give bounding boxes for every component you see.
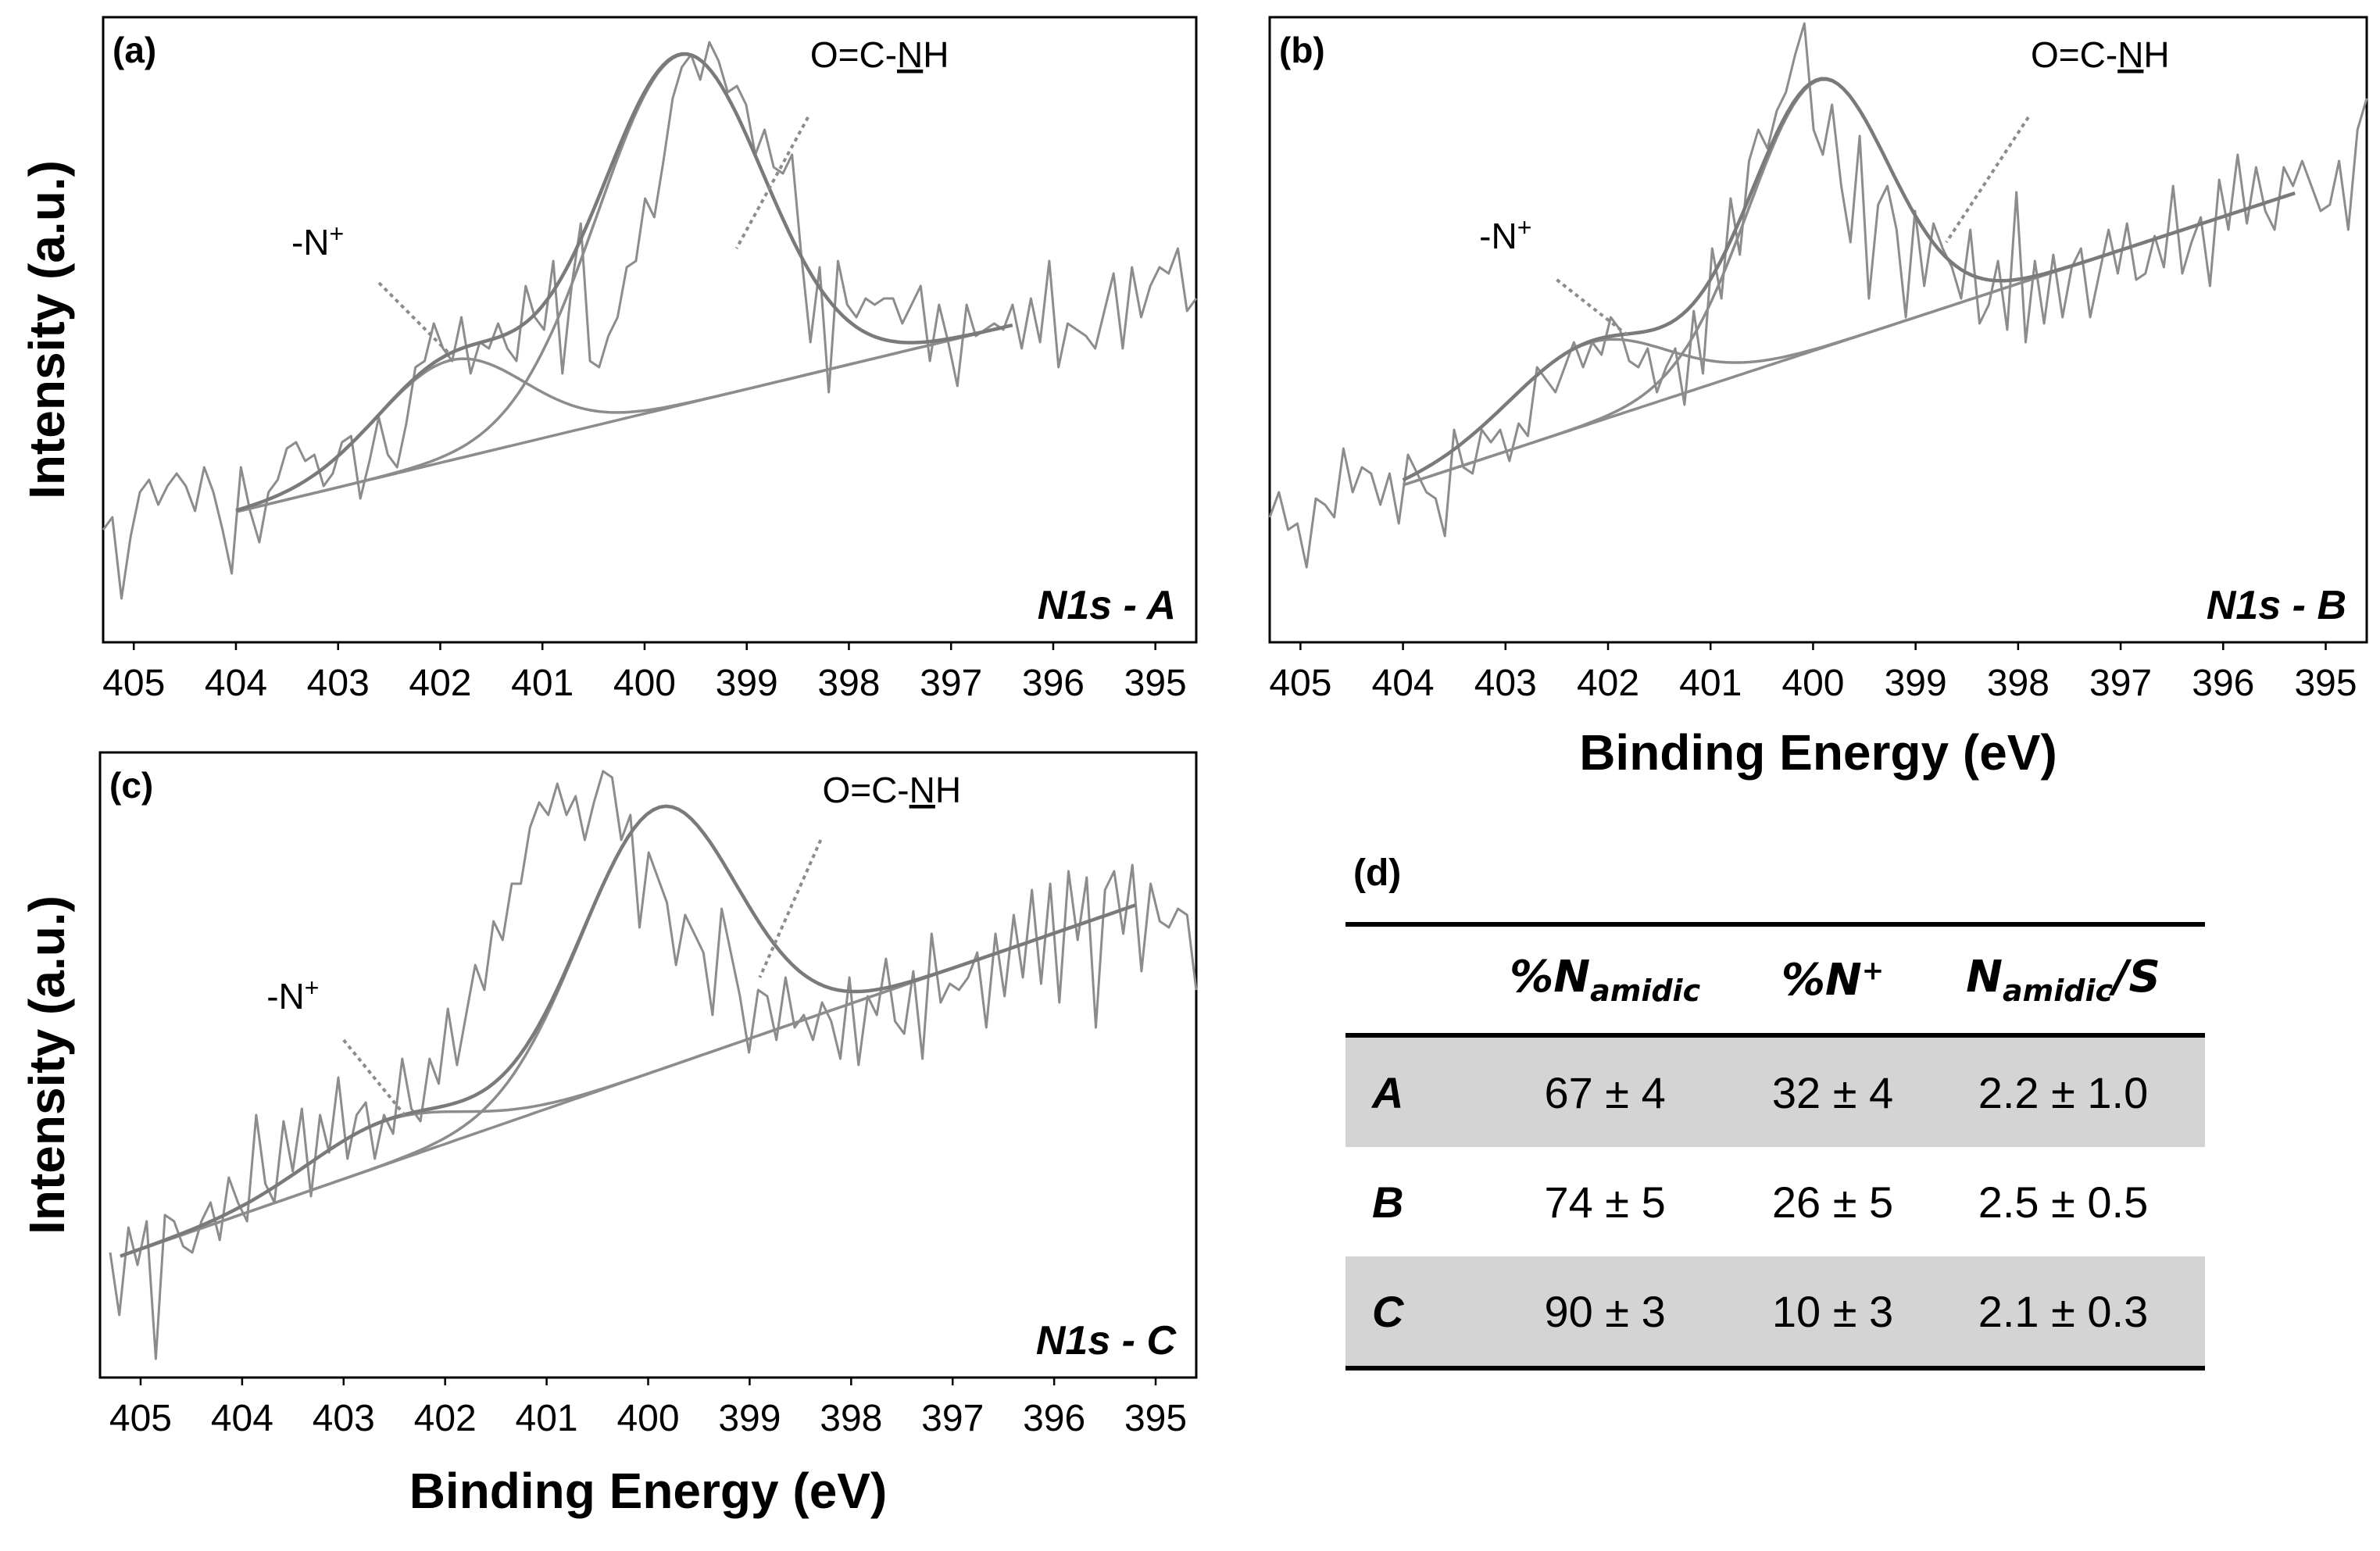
panel-letter: (a) xyxy=(113,30,156,70)
cell-n-amidic-over-s: 2.1 ± 0.3 xyxy=(1921,1256,2205,1371)
table-row-b: B 74 ± 5 26 ± 5 2.5 ± 0.5 xyxy=(1345,1147,2205,1256)
column-header-subscript: amidic xyxy=(1590,974,1701,1009)
x-tick-label: 396 xyxy=(2192,663,2254,704)
x-tick-label: 395 xyxy=(1124,1398,1187,1439)
x-tick-label: 400 xyxy=(1781,663,1844,704)
annotation-leader-line xyxy=(758,839,823,978)
table-header-blank xyxy=(1345,922,1466,1038)
x-axis-title: Binding Energy (eV) xyxy=(409,1463,888,1519)
panel-letter: (c) xyxy=(109,765,153,806)
cell-percent-n-amidic: 74 ± 5 xyxy=(1544,1177,1666,1227)
x-tick-label: 401 xyxy=(516,1398,578,1439)
x-axis-title: Binding Energy (eV) xyxy=(1579,724,2057,781)
column-header-superscript: + xyxy=(1861,954,1885,986)
annotation-leader-line xyxy=(377,281,452,356)
plot-frame xyxy=(98,751,1198,1379)
peak-annotation-label: -N+ xyxy=(1479,213,1531,256)
x-tick-label: 398 xyxy=(817,663,880,704)
plot-frame xyxy=(102,16,1198,644)
y-axis-title: Intensity (a.u.) xyxy=(19,895,75,1235)
cell-percent-n-amidic: 67 ± 4 xyxy=(1466,1035,1745,1147)
x-tick-label: 395 xyxy=(2294,663,2357,704)
x-tick-label: 397 xyxy=(921,1398,984,1439)
column-header-main: N xyxy=(1966,951,2003,1002)
results-table-panel: (d) %Namidic %N+ Namidic/S A 67 ± 4 32 ±… xyxy=(1345,852,2205,1371)
annotation-leader-line xyxy=(342,1038,406,1117)
column-header-main: %N xyxy=(1781,954,1862,1006)
cell-percent-n-plus: 32 ± 4 xyxy=(1744,1035,1921,1147)
panel-a: 405 404 403 402 401 400 399 398 397 396 395 (a) N1s … xyxy=(19,16,1198,704)
x-tick-label: 399 xyxy=(1885,663,1947,704)
x-tick-label: 404 xyxy=(1372,663,1435,704)
peak-annotation-label: -N+ xyxy=(291,220,344,263)
peak-annotation-label: O=C-NH xyxy=(2031,34,2170,75)
x-tick-label: 403 xyxy=(307,663,370,704)
x-tick-label: 395 xyxy=(1124,663,1187,704)
x-tick-label: 405 xyxy=(1269,663,1331,704)
component-peak-2 xyxy=(1403,78,2296,487)
x-tick-label: 401 xyxy=(511,663,574,704)
x-tick-label: 403 xyxy=(313,1398,375,1439)
cell-percent-n-amidic: 90 ± 3 xyxy=(1466,1256,1745,1371)
annotation-leader-line xyxy=(734,116,809,249)
x-tick-label: 400 xyxy=(616,1398,679,1439)
x-tick-label: 403 xyxy=(1474,663,1537,704)
y-axis-title: Intensity (a.u.) xyxy=(19,160,75,499)
raw-spectrum-line xyxy=(1268,22,2368,569)
x-tick-label: 396 xyxy=(1022,663,1085,704)
envelope-fit-line xyxy=(235,52,1013,513)
panel-letter: (b) xyxy=(1279,30,1325,70)
x-tick-label: 398 xyxy=(1987,663,2049,704)
peak-annotation-label: -N+ xyxy=(266,974,319,1017)
row-label: B xyxy=(1372,1177,1404,1227)
x-tick-label: 398 xyxy=(820,1398,882,1439)
annotation-leader-line xyxy=(1945,116,2030,244)
x-tick-label: 396 xyxy=(1023,1398,1085,1439)
peak-annotation-label: O=C-NH xyxy=(810,34,949,75)
spectrum-name-label: N1s - A xyxy=(1038,583,1176,628)
x-tick-label: 401 xyxy=(1679,663,1742,704)
column-header-subscript: amidic xyxy=(2002,974,2113,1009)
spectrum-name-label: N1s - C xyxy=(1036,1318,1177,1363)
panel-b: 405 404 403 402 401 400 399 398 397 396 395 (b) N1s … xyxy=(1268,16,2368,781)
column-header-main: %N xyxy=(1510,951,1591,1002)
column-header-tail: /S xyxy=(2113,951,2160,1002)
table-row-a: A 67 ± 4 32 ± 4 2.2 ± 1.0 xyxy=(1345,1035,2205,1147)
row-label: A xyxy=(1345,1035,1466,1147)
column-header-percent-n-amidic: %Namidic xyxy=(1466,922,1745,1038)
envelope-fit-line xyxy=(120,804,1136,1258)
spectrum-name-label: N1s - B xyxy=(2207,583,2346,628)
panel-c: 405 404 403 402 401 400 399 398 397 396 395 (c) N1s … xyxy=(19,751,1198,1519)
x-tick-label: 405 xyxy=(102,663,165,704)
x-tick-label: 399 xyxy=(718,1398,781,1439)
x-tick-label: 404 xyxy=(211,1398,273,1439)
x-tick-label: 397 xyxy=(2089,663,2152,704)
cell-percent-n-plus: 10 ± 3 xyxy=(1744,1256,1921,1371)
table-row-c: C 90 ± 3 10 ± 3 2.1 ± 0.3 xyxy=(1345,1256,2205,1371)
cell-n-amidic-over-s: 2.2 ± 1.0 xyxy=(1921,1035,2205,1147)
table-header-row: %Namidic %N+ Namidic/S xyxy=(1345,922,2205,1038)
x-tick-label: 402 xyxy=(409,663,471,704)
envelope-fit-line xyxy=(1402,77,2296,482)
x-tick-label: 402 xyxy=(1577,663,1639,704)
x-tick-label: 397 xyxy=(920,663,982,704)
raw-spectrum-line xyxy=(109,770,1198,1360)
plot-frame xyxy=(1268,16,2368,644)
results-table: %Namidic %N+ Namidic/S A 67 ± 4 32 ± 4 2… xyxy=(1345,922,2205,1371)
column-header-n-amidic-over-s: Namidic/S xyxy=(1921,922,2205,1038)
x-tick-label: 405 xyxy=(109,1398,172,1439)
column-header-percent-n-plus: %N+ xyxy=(1744,922,1921,1038)
cell-n-amidic-over-s: 2.5 ± 0.5 xyxy=(1978,1177,2149,1227)
x-tick-label: 399 xyxy=(716,663,778,704)
raw-spectrum-line xyxy=(102,41,1198,600)
x-tick-label: 404 xyxy=(205,663,267,704)
panel-letter-d: (d) xyxy=(1353,852,1402,894)
cell-percent-n-plus: 26 ± 5 xyxy=(1771,1177,1894,1227)
peak-annotation-label: O=C-NH xyxy=(822,770,961,810)
row-label: C xyxy=(1345,1256,1466,1371)
x-tick-label: 400 xyxy=(613,663,676,704)
x-tick-label: 402 xyxy=(414,1398,477,1439)
